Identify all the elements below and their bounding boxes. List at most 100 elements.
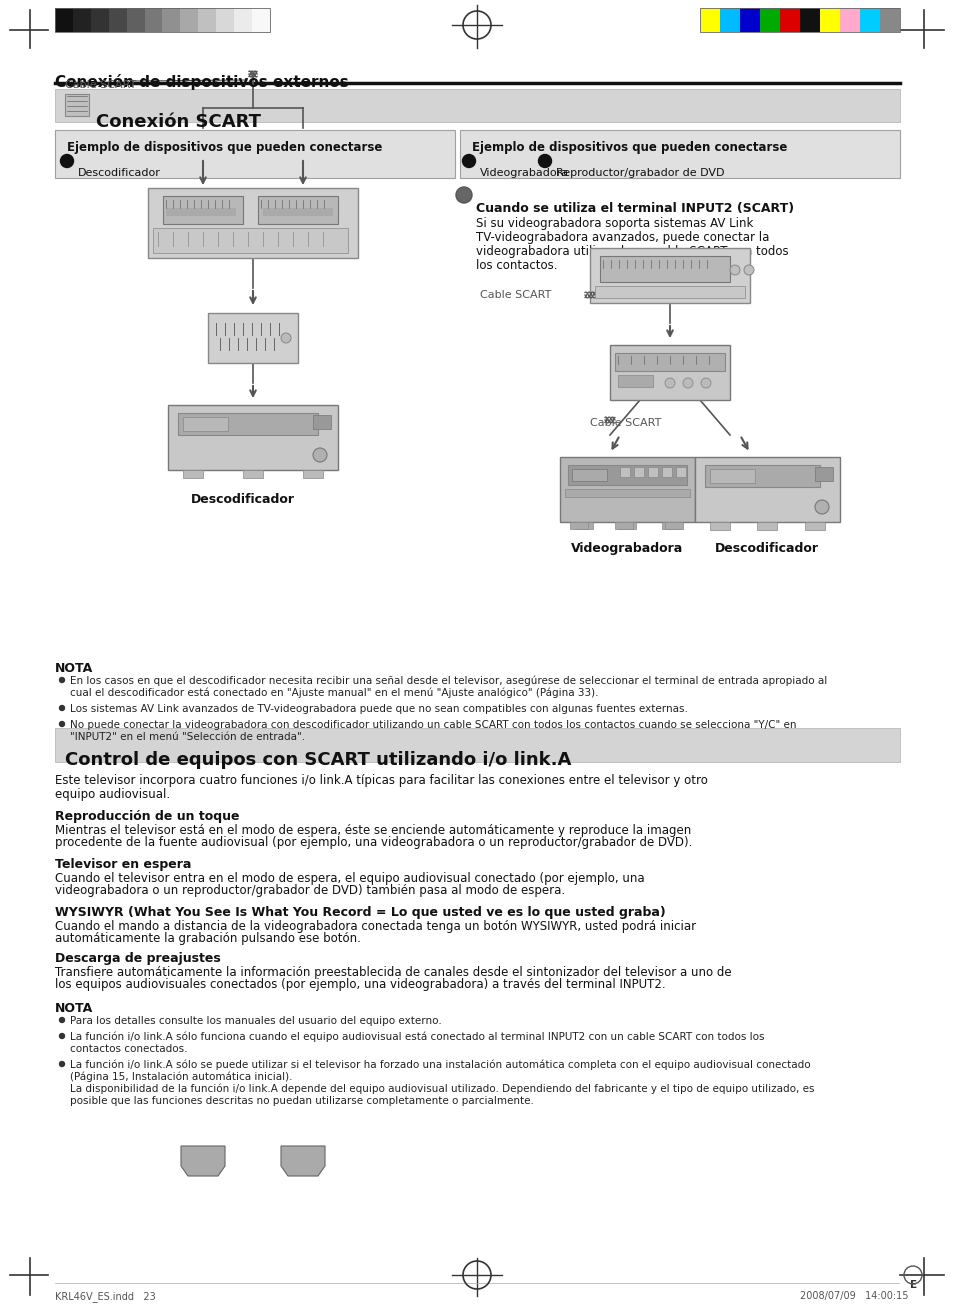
Text: videograbadora utilizando un cable SCART con todos: videograbadora utilizando un cable SCART… (476, 245, 788, 258)
Text: Descodificador: Descodificador (714, 542, 818, 556)
Bar (647, 467, 658, 477)
Text: NOTA: NOTA (55, 662, 93, 675)
Text: Los sistemas AV Link avanzados de TV-videograbadora puede que no sean compatible: Los sistemas AV Link avanzados de TV-vid… (70, 704, 687, 715)
Text: Cuando el mando a distancia de la videograbadora conectada tenga un botón WYSIWY: Cuando el mando a distancia de la videog… (55, 921, 696, 932)
Text: Cuando el televisor entra en el modo de espera, el equipo audiovisual conectado : Cuando el televisor entra en el modo de … (55, 872, 644, 885)
Text: La disponibilidad de la función i/o link.A depende del equipo audiovisual utiliz: La disponibilidad de la función i/o link… (70, 1084, 814, 1094)
Circle shape (814, 499, 828, 514)
Bar (634, 467, 643, 477)
Circle shape (729, 265, 740, 275)
Circle shape (59, 721, 65, 726)
Text: Descodificador: Descodificador (78, 168, 161, 179)
Text: los contactos.: los contactos. (476, 259, 557, 273)
Bar (595, 286, 744, 299)
Text: Reproducción de un toque: Reproducción de un toque (55, 810, 239, 823)
Bar (55, 130, 455, 179)
Text: La función i/o link.A sólo se puede utilizar si el televisor ha forzado una inst: La función i/o link.A sólo se puede util… (70, 1060, 810, 1071)
Text: Control de equipos con SCART utilizando i/o link.A: Control de equipos con SCART utilizando … (65, 751, 571, 769)
Text: Cable SCART: Cable SCART (589, 419, 660, 428)
Text: automáticamente la grabación pulsando ese botón.: automáticamente la grabación pulsando es… (55, 932, 360, 945)
Text: KRL46V_ES.indd   23: KRL46V_ES.indd 23 (55, 1291, 155, 1301)
Text: Para los detalles consulte los manuales del usuario del equipo externo.: Para los detalles consulte los manuales … (70, 1016, 441, 1026)
Bar (720, 8, 740, 33)
Bar (820, 8, 840, 33)
Text: Videograbadora: Videograbadora (570, 542, 682, 556)
Bar (859, 8, 879, 33)
Bar (178, 413, 317, 436)
Text: No puede conectar la videograbadora con descodificador utilizando un cable SCART: No puede conectar la videograbadora con … (70, 720, 796, 730)
Bar (303, 469, 323, 479)
Bar (618, 522, 636, 529)
Text: Cable SCART: Cable SCART (65, 80, 136, 90)
Text: WYSIWYR (What You See Is What You Record = Lo que usted ve es lo que usted graba: WYSIWYR (What You See Is What You Record… (55, 906, 665, 919)
Bar (145, 8, 162, 33)
Bar (619, 467, 629, 477)
Text: procedente de la fuente audiovisual (por ejemplo, una videograbadora o un reprod: procedente de la fuente audiovisual (por… (55, 836, 692, 849)
Text: E: E (909, 1281, 916, 1290)
Circle shape (313, 449, 327, 462)
Bar (252, 8, 270, 33)
Text: Televisor en espera: Televisor en espera (55, 858, 192, 871)
Text: Cuando se utiliza el terminal INPUT2 (SCART): Cuando se utiliza el terminal INPUT2 (SC… (476, 202, 793, 215)
Text: Conexión de dispositivos externos: Conexión de dispositivos externos (55, 74, 349, 90)
Text: La función i/o link.A sólo funciona cuando el equipo audiovisual está conectado : La función i/o link.A sólo funciona cuan… (70, 1031, 763, 1042)
Text: (Página 15, Instalación automática inicial).: (Página 15, Instalación automática inici… (70, 1072, 293, 1082)
Polygon shape (181, 1146, 225, 1176)
Bar (183, 417, 228, 432)
Bar (800, 8, 820, 33)
Text: equipo audiovisual.: equipo audiovisual. (55, 788, 170, 801)
Bar (664, 522, 682, 529)
Text: Si su videograbadora soporta sistemas AV Link: Si su videograbadora soporta sistemas AV… (476, 216, 753, 230)
Bar (233, 8, 252, 33)
Bar (676, 467, 685, 477)
Bar (559, 456, 695, 522)
Bar (564, 489, 689, 497)
Bar (152, 228, 348, 253)
Bar (72, 8, 91, 33)
Bar (618, 376, 652, 387)
Bar (162, 8, 180, 33)
Bar (168, 406, 337, 469)
Text: "INPUT2" en el menú "Selección de entrada".: "INPUT2" en el menú "Selección de entrad… (70, 732, 305, 742)
Bar (700, 8, 720, 33)
Bar (780, 8, 800, 33)
Text: cual el descodificador está conectado en "Ajuste manual" en el menú "Ajuste anal: cual el descodificador está conectado en… (70, 689, 598, 699)
Bar (166, 209, 235, 216)
Circle shape (59, 678, 65, 682)
Text: Ejemplo de dispositivos que pueden conectarse: Ejemplo de dispositivos que pueden conec… (67, 141, 382, 154)
Text: Transfiere automáticamente la información preestablecida de canales desde el sin: Transfiere automáticamente la informació… (55, 966, 731, 979)
Text: videograbadora o un reproductor/grabador de DVD) también pasa al modo de espera.: videograbadora o un reproductor/grabador… (55, 884, 564, 897)
Bar (183, 469, 203, 479)
Bar (55, 8, 270, 33)
Bar (695, 456, 840, 522)
Bar (198, 8, 216, 33)
Bar (740, 8, 760, 33)
Bar (180, 8, 198, 33)
Text: Conexión SCART: Conexión SCART (96, 113, 261, 130)
Bar (709, 522, 729, 529)
Bar (148, 188, 357, 258)
Bar (163, 196, 243, 224)
Circle shape (60, 154, 73, 167)
Bar (208, 313, 297, 363)
Bar (567, 466, 686, 485)
Text: los equipos audiovisuales conectados (por ejemplo, una videograbadora) a través : los equipos audiovisuales conectados (po… (55, 978, 665, 991)
Bar (661, 522, 679, 529)
Bar (243, 469, 263, 479)
Bar (109, 8, 127, 33)
Bar (760, 8, 780, 33)
Text: posible que las funciones descritas no puedan utilizarse completamente o parcial: posible que las funciones descritas no p… (70, 1095, 534, 1106)
Circle shape (281, 333, 291, 343)
Bar (257, 196, 337, 224)
Text: TV-videograbadora avanzados, puede conectar la: TV-videograbadora avanzados, puede conec… (476, 231, 768, 244)
Text: En los casos en que el descodificador necesita recibir una señal desde el televi: En los casos en que el descodificador ne… (70, 675, 826, 686)
Bar (709, 469, 754, 482)
Text: Videograbadora: Videograbadora (479, 168, 569, 179)
Bar (704, 466, 820, 486)
Text: Reproductor/grabador de DVD: Reproductor/grabador de DVD (556, 168, 723, 179)
Bar (879, 8, 899, 33)
Text: Descarga de preajustes: Descarga de preajustes (55, 952, 220, 965)
Circle shape (462, 154, 475, 167)
Circle shape (59, 1017, 65, 1022)
Text: Cable SCART: Cable SCART (479, 289, 551, 300)
